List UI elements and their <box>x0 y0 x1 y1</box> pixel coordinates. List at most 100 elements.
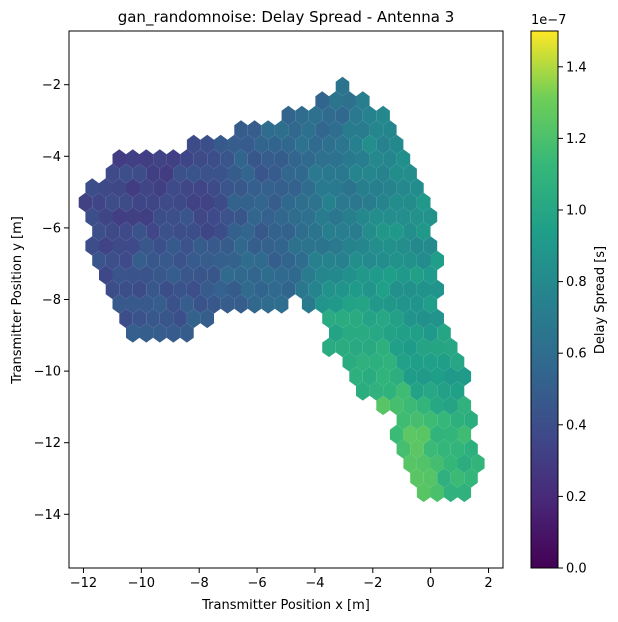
hex-cell <box>383 352 397 372</box>
hex-cell <box>166 294 181 314</box>
hex-cell <box>301 265 316 285</box>
hex-cell <box>349 221 363 242</box>
hex-cell <box>376 163 390 184</box>
hex-cell <box>105 221 120 242</box>
hex-cell <box>383 120 397 140</box>
hex-cell <box>383 265 397 285</box>
hex-cell <box>159 163 174 184</box>
hex-cell <box>200 134 214 155</box>
hex-cell <box>281 250 296 271</box>
y-tick-label: −10 <box>34 365 61 380</box>
hex-cell <box>119 279 133 300</box>
hex-cell <box>274 149 289 169</box>
hex-cell <box>214 163 228 184</box>
hex-cell <box>423 410 438 430</box>
x-axis-label: Transmitter Position x [m] <box>201 598 370 613</box>
hex-cell <box>335 279 350 300</box>
hex-cell <box>99 207 113 227</box>
hex-cell <box>342 120 356 140</box>
hex-cell <box>403 395 417 416</box>
hex-cell <box>112 178 126 198</box>
hex-cell <box>457 366 472 387</box>
hex-cell <box>247 178 262 198</box>
colorbar-label: Delay Spread [s] <box>593 246 608 354</box>
hex-cell <box>335 163 350 184</box>
hex-cell <box>329 265 343 285</box>
hex-cell <box>329 120 343 140</box>
hex-cell <box>437 468 451 488</box>
hex-cell <box>193 294 208 314</box>
hex-cell <box>159 221 174 242</box>
hex-cell <box>457 424 472 445</box>
hex-cell <box>410 265 424 285</box>
hex-cell <box>376 308 390 329</box>
colorbar-tick-label: 0.8 <box>566 275 587 290</box>
hex-cell <box>146 250 160 271</box>
hex-cell <box>105 192 120 213</box>
hex-cell <box>207 149 221 169</box>
hex-cell <box>362 163 377 184</box>
hex-cell <box>335 308 350 329</box>
hex-cell <box>180 207 194 227</box>
hex-cell <box>261 149 275 169</box>
y-tick-label: −12 <box>34 436 61 451</box>
hex-cell <box>410 381 424 401</box>
chart-title: gan_randomnoise: Delay Spread - Antenna … <box>118 8 455 27</box>
hex-cell <box>288 149 302 169</box>
hex-cell <box>356 323 370 343</box>
hex-cell <box>416 221 431 242</box>
hex-cell <box>85 207 99 227</box>
hex-cell <box>268 221 282 242</box>
hex-cell <box>349 366 363 387</box>
hex-cell <box>139 323 154 343</box>
hex-cell <box>329 236 343 256</box>
hex-cell <box>403 424 417 445</box>
hex-cell <box>423 294 438 314</box>
hex-cell <box>166 323 181 343</box>
hex-cell <box>315 178 329 198</box>
hex-cell <box>389 366 404 387</box>
hex-cell <box>356 207 370 227</box>
hex-cell <box>261 294 275 314</box>
hex-cell <box>288 236 302 256</box>
hex-cell <box>274 178 289 198</box>
hex-cell <box>389 279 404 300</box>
hex-cell <box>153 207 167 227</box>
hex-cell <box>220 265 235 285</box>
hex-cell <box>396 352 411 372</box>
hex-cell <box>268 134 282 155</box>
hex-cell <box>329 294 343 314</box>
hex-cell <box>396 207 411 227</box>
hex-cell <box>376 279 390 300</box>
hex-cell <box>180 178 194 198</box>
hex-cell <box>430 482 444 503</box>
hex-cell <box>335 192 350 213</box>
hex-cell <box>241 279 255 300</box>
hex-cell <box>416 424 431 445</box>
hex-cell <box>220 149 235 169</box>
hex-cell <box>295 250 309 271</box>
hex-cell <box>423 207 438 227</box>
hex-cell <box>335 105 350 126</box>
hex-cell <box>356 352 370 372</box>
hex-cell <box>99 236 113 256</box>
hex-cell <box>430 366 444 387</box>
hex-cell <box>430 250 444 271</box>
hex-cell <box>166 149 181 169</box>
hex-cell <box>389 163 404 184</box>
hex-cell <box>349 337 363 358</box>
hex-cell <box>254 192 269 213</box>
hex-cell <box>383 323 397 343</box>
hex-cell <box>254 134 269 155</box>
colorbar-tick-label: 1.4 <box>566 60 587 75</box>
hex-cell <box>423 352 438 372</box>
hex-cell <box>444 366 458 387</box>
hex-cell <box>430 308 444 329</box>
hex-cell <box>457 395 472 416</box>
hex-cell <box>254 221 269 242</box>
hex-cell <box>396 178 411 198</box>
hex-cell <box>261 120 275 140</box>
hex-cell <box>166 207 181 227</box>
hex-cell <box>416 279 431 300</box>
